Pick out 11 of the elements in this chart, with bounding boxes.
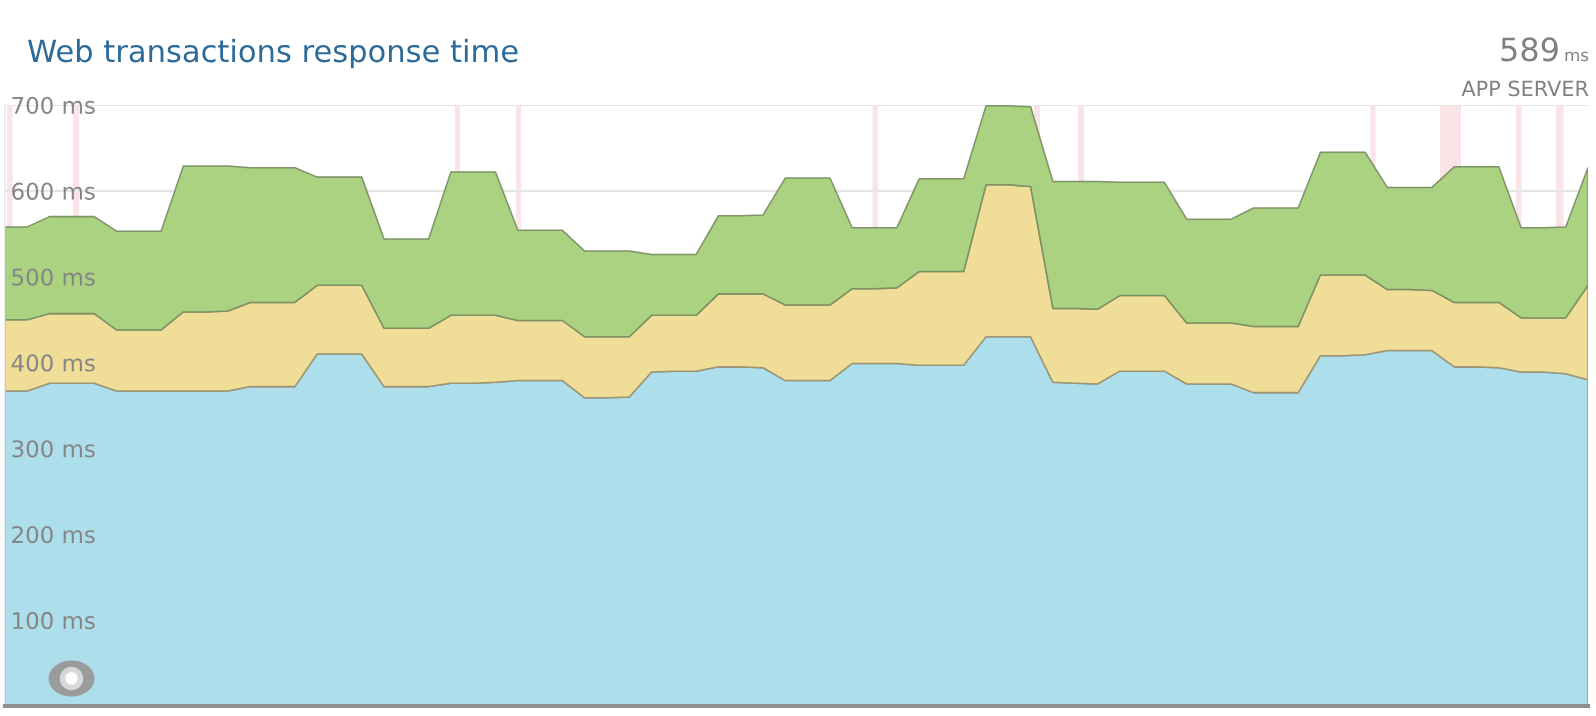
y-tick-label: 700 ms <box>12 96 95 115</box>
y-tick-label: 400 ms <box>11 354 95 372</box>
y-tick-label: 100 ms <box>13 611 95 630</box>
chart-title: Web transactions response time <box>28 38 518 69</box>
text: ms <box>1565 51 1589 62</box>
y-tick-label: 300 ms <box>12 440 95 458</box>
y-tick-label: 200 ms <box>12 525 95 544</box>
text: 589 <box>1501 37 1558 62</box>
text: APP SERVER <box>1461 80 1589 97</box>
y-tick-label: 600 ms <box>12 182 95 200</box>
y-tick-label: 500 ms <box>12 268 95 286</box>
